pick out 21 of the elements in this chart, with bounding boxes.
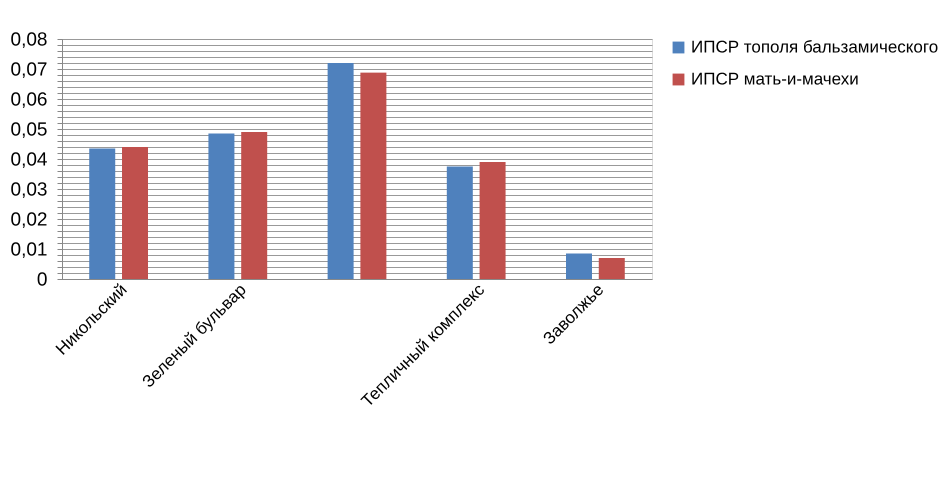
y-tick-label: 0,02: [10, 210, 48, 230]
y-tick-label: 0,07: [10, 60, 48, 80]
bar: [328, 63, 354, 279]
bar: [566, 254, 592, 279]
y-tick-label: 0: [36, 270, 48, 290]
legend-label: ИПСР тополя бальзамического: [691, 38, 938, 56]
bar: [122, 147, 148, 279]
y-tick-label: 0,03: [10, 180, 48, 200]
y-tick-label: 0,05: [10, 120, 48, 140]
bar: [360, 72, 386, 279]
bar: [89, 148, 116, 279]
bar: [446, 166, 473, 279]
bar: [208, 134, 234, 279]
y-tick-label: 0,04: [10, 150, 48, 170]
legend-label: ИПСР мать-и-мачехи: [691, 70, 859, 88]
bar: [480, 162, 506, 279]
bar: [598, 258, 625, 279]
y-tick-label: 0,01: [10, 240, 48, 260]
bar: [241, 132, 268, 279]
y-tick-label: 0,08: [10, 30, 48, 50]
y-tick-label: 0,06: [10, 90, 48, 110]
